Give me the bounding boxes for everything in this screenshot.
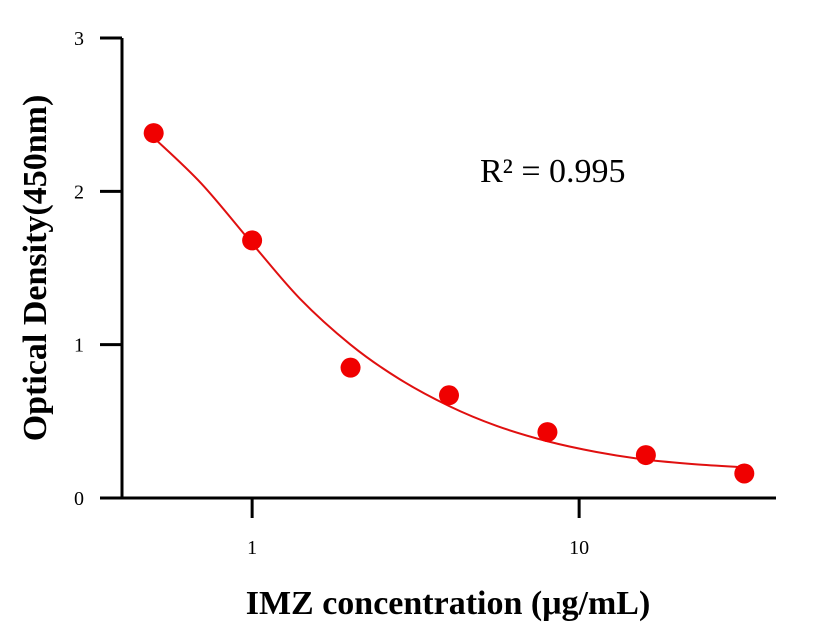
r-squared-annotation: R² = 0.995 <box>480 153 626 190</box>
data-point-5 <box>537 422 558 443</box>
y-tick-label-2: 2 <box>74 181 84 203</box>
axes: 0 1 2 3 1 10 <box>74 28 776 559</box>
data-point-7 <box>734 463 755 484</box>
points-layer <box>143 123 755 484</box>
data-point-2 <box>242 230 263 251</box>
fit-curve-line <box>152 136 745 469</box>
y-tick-label-0: 0 <box>74 488 84 510</box>
y-tick-label-1: 1 <box>74 335 84 357</box>
data-point-6 <box>635 445 656 466</box>
data-point-4 <box>439 385 459 406</box>
data-point-1 <box>143 123 164 144</box>
y-tick-label-3: 3 <box>74 28 84 50</box>
fit-curve-layer <box>152 136 745 469</box>
data-point-3 <box>340 357 361 378</box>
y-axis-title: Optical Density(450nm) <box>17 95 54 442</box>
x-tick-label-1: 1 <box>247 537 257 559</box>
x-axis-title: IMZ concentration (μg/mL) <box>246 585 651 622</box>
x-tick-label-10: 10 <box>569 537 589 559</box>
